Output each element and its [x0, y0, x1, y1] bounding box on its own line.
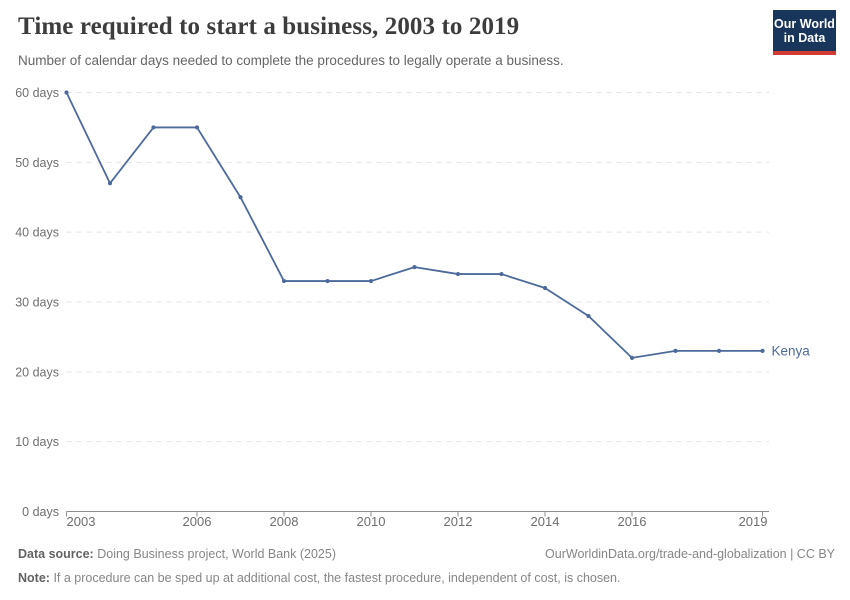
data-point	[151, 125, 156, 130]
x-axis-label: 2008	[270, 514, 299, 529]
y-axis-label: 60 days	[15, 86, 59, 100]
x-axis-label: 2016	[618, 514, 647, 529]
note-text: If a procedure can be sped up at additio…	[53, 570, 621, 585]
note-label: Note:	[18, 570, 50, 585]
data-point	[673, 348, 678, 353]
data-point	[760, 348, 765, 353]
data-point	[368, 278, 374, 284]
line-chart-canvas: 0 days 10 days 20 days 30 days 40 days 50 day…	[15, 86, 811, 529]
y-axis-label: 50 days	[15, 156, 59, 170]
data-point	[542, 285, 548, 291]
data-point	[412, 264, 417, 270]
series-end-label: Kenya	[772, 343, 811, 358]
data-point	[281, 278, 287, 284]
data-point	[238, 195, 243, 200]
data-point	[586, 313, 591, 319]
data-point	[194, 125, 200, 130]
series-line	[65, 91, 764, 359]
logo-text-line1: Our World	[774, 16, 835, 31]
y-axis-label: 40 days	[15, 226, 59, 240]
x-axis-label: 2019	[739, 514, 768, 529]
chart-footer: Data source: Doing Business project, Wor…	[18, 547, 835, 586]
data-point	[629, 355, 635, 360]
x-axis-label: 2010	[357, 514, 386, 529]
x-axis-label: 2006	[183, 514, 212, 529]
y-axis-label: 30 days	[15, 296, 59, 310]
data-point	[64, 90, 69, 95]
x-axis-label: 2003	[67, 514, 96, 529]
chart-title: Time required to start a business, 2003 …	[18, 13, 520, 40]
citation-link: OurWorldinData.org/trade-and-globalizati…	[545, 547, 835, 561]
y-axis-label: 0 days	[22, 505, 59, 519]
data-point	[499, 271, 504, 277]
chart-subtitle: Number of calendar days needed to comple…	[18, 53, 564, 68]
data-source-text: Doing Business project, World Bank (2025…	[97, 547, 336, 561]
data-source-label: Data source:	[18, 547, 94, 561]
data-point	[107, 181, 113, 186]
owid-logo: Our World in Data	[773, 10, 836, 55]
data-source: Data source: Doing Business project, Wor…	[18, 547, 336, 563]
y-axis-label: 10 days	[15, 435, 59, 449]
data-point	[716, 348, 722, 353]
y-axis-label: 20 days	[15, 365, 59, 379]
x-axis-label: 2014	[531, 514, 560, 529]
x-axis-label: 2012	[444, 514, 473, 529]
data-point	[455, 271, 461, 277]
data-point	[325, 278, 330, 284]
logo-text-line2: in Data	[783, 30, 826, 45]
